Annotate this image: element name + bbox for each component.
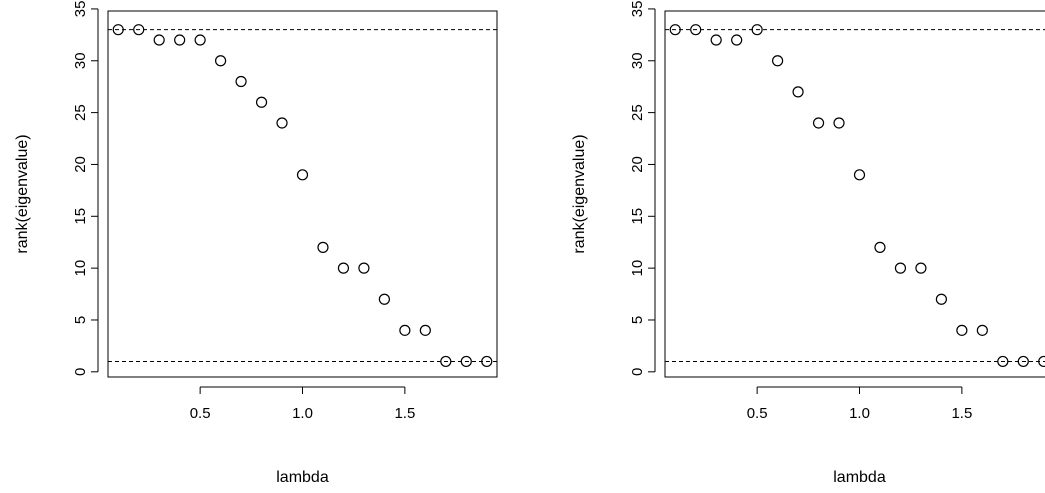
data-point [956,324,968,336]
data-point [419,324,431,336]
data-point [296,169,309,181]
data-point [710,34,722,46]
y-tick-label: 20 [72,156,89,173]
data-point [976,324,988,336]
x-tick-label: 1.5 [394,405,415,422]
data-point [112,24,124,36]
x-tick-label: 1.5 [951,405,972,422]
data-point [812,117,825,129]
data-point [378,293,390,305]
y-tick-label: 25 [72,104,89,121]
y-tick-label: 15 [72,208,89,225]
data-point [751,24,763,36]
x-tick-label: 0.5 [190,405,211,422]
data-point [669,24,681,36]
data-point [935,293,947,305]
y-tick-label: 35 [72,1,89,18]
y-axis-label: rank(eigenvalue) [14,134,31,253]
data-point [235,75,247,88]
plot-frame [664,10,1045,378]
data-point [1038,355,1045,368]
chart-panel-2: 0.5 1.0 1.5 0 5 10 15 20 25 30 35 lambda rank(eigenv… [571,1,1045,486]
data-point [1017,355,1029,368]
data-point [276,117,288,129]
x-tick-label: 0.5 [747,405,768,422]
y-tick-label: 30 [629,52,646,69]
data-point [215,55,227,67]
data-point [317,241,329,253]
y-tick-label: 20 [629,156,646,173]
y-tick-label: 10 [629,260,646,277]
data-point [731,34,743,46]
y-axis-label: rank(eigenvalue) [571,134,588,253]
data-point [194,34,206,46]
x-tick-label: 1.0 [292,405,313,422]
x-tick-label: 1.0 [849,405,870,422]
data-point [772,55,784,67]
y-tick-label: 30 [72,52,89,69]
data-point [690,24,702,36]
chart-panel-1: 0.5 1.0 1.5 0 5 10 15 20 25 30 35 lambda rank(eigenv… [14,1,498,486]
data-point [358,262,370,274]
data-point [153,34,165,46]
data-point [874,241,886,253]
y-tick-label: 15 [629,208,646,225]
plot-frame [107,10,498,378]
y-tick-label: 35 [629,1,646,18]
data-point [915,262,927,274]
y-tick-label: 5 [72,316,89,324]
y-tick-label: 0 [72,368,89,376]
y-tick-label: 10 [72,260,89,277]
data-point [255,96,268,108]
data-point [460,355,472,368]
y-tick-label: 0 [629,368,646,376]
x-axis-label: lambda [833,469,886,486]
data-point [997,355,1009,368]
x-axis-label: lambda [276,469,329,486]
y-tick-label: 25 [629,104,646,121]
data-point [337,262,350,274]
data-point [399,324,411,336]
data-point [833,117,845,129]
data-point [894,262,907,274]
data-point [133,24,145,36]
data-point [792,86,804,98]
data-point [440,355,452,368]
data-point [853,169,866,181]
data-point [174,34,186,46]
data-point [481,355,493,368]
y-tick-label: 5 [629,316,646,324]
